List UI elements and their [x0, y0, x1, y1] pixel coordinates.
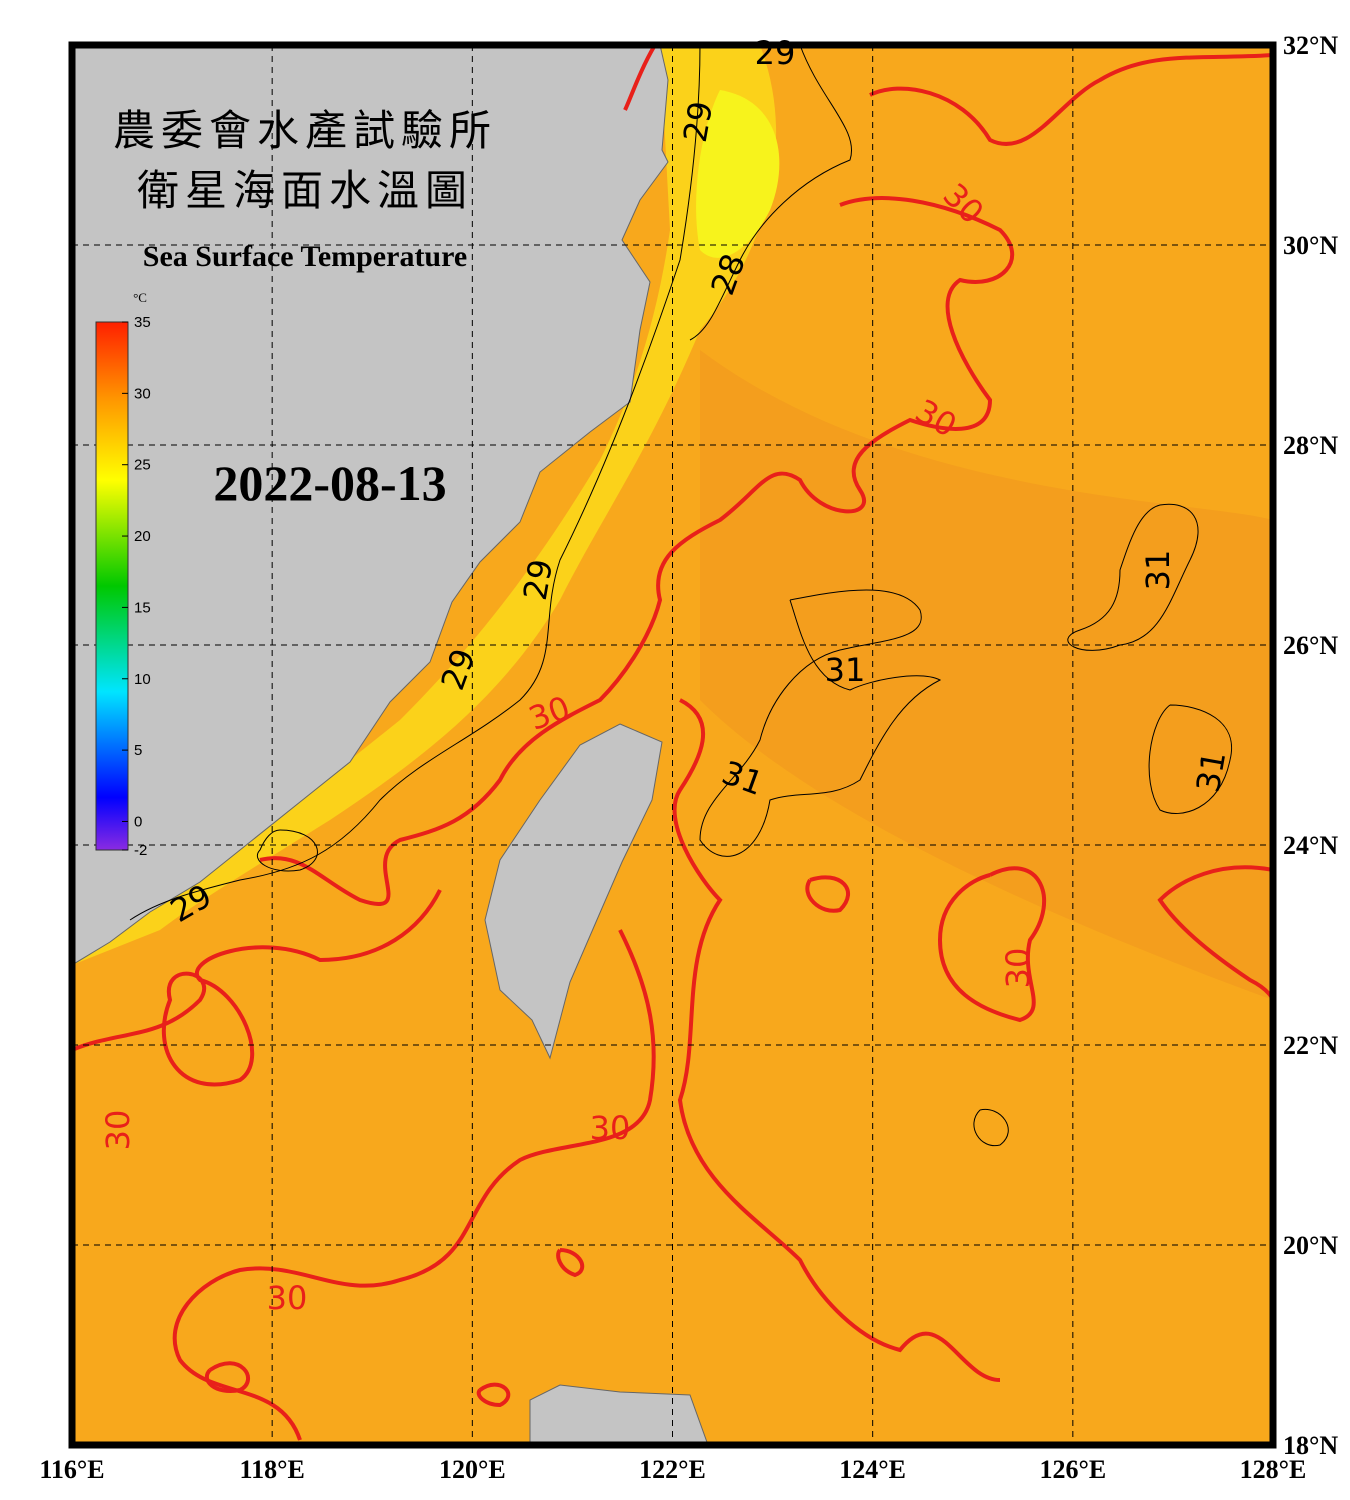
- contour-29: [129, 45, 701, 921]
- contour-label: 29: [755, 34, 796, 72]
- lon-tick-label: 128°E: [1240, 1455, 1307, 1484]
- contour-label: 29: [676, 98, 720, 145]
- lon-tick-label: 126°E: [1039, 1455, 1106, 1484]
- contour-label: 29: [516, 556, 560, 603]
- title-line: 衛星海面水溫圖: [137, 169, 473, 215]
- mainland: [72, 45, 669, 966]
- subtitle: Sea Surface Temperature: [143, 240, 467, 273]
- contour-30: [623, 45, 657, 111]
- map-frame: [68, 41, 1277, 1449]
- lat-tick-label: 26°N: [1283, 631, 1338, 660]
- contour-31: [699, 589, 942, 857]
- contour-30: [869, 53, 1273, 146]
- colorbar: [95, 321, 129, 851]
- contour-30: [672, 698, 1001, 1382]
- colorbar-unit: °C: [133, 290, 147, 305]
- colorbar-tick-label: 25: [134, 457, 151, 474]
- lat-tick-label: 22°N: [1283, 1031, 1338, 1060]
- colorbar-tick-label: 0: [134, 813, 142, 830]
- colorbar-tick-label: 20: [134, 528, 151, 545]
- contour-29: [257, 45, 852, 872]
- contour-31: [973, 503, 1233, 1147]
- lon-tick-label: 120°E: [439, 1455, 506, 1484]
- lon-tick-label: 122°E: [639, 1455, 706, 1484]
- contour-label: 30: [99, 1110, 137, 1151]
- contour-label: 30: [999, 948, 1037, 989]
- lat-tick-label: 18°N: [1283, 1431, 1338, 1460]
- contour-label: 31: [1139, 550, 1177, 591]
- lon-tick-label: 116°E: [39, 1455, 104, 1484]
- colorbar-tick-label: 5: [134, 742, 142, 759]
- date: 2022-08-13: [213, 455, 446, 511]
- contour-label: 30: [590, 1109, 631, 1147]
- lat-tick-label: 28°N: [1283, 431, 1338, 460]
- lat-tick-label: 20°N: [1283, 1231, 1338, 1260]
- luzon: [529, 1384, 709, 1445]
- contour-30: [1157, 865, 1273, 1001]
- contour-30: [204, 875, 850, 1408]
- colorbar-tick-label: 30: [134, 385, 151, 402]
- contour-30: [72, 889, 442, 1087]
- title-line: 農委會水產試驗所: [113, 108, 497, 155]
- lat-tick-label: 32°N: [1283, 31, 1338, 60]
- colorbar-tick-label: 15: [134, 599, 151, 616]
- contour-label: 31: [1189, 748, 1233, 795]
- colorbar-ticks: 35 30 25 20 15 10 5 0 -2: [122, 314, 151, 859]
- lat-tick-label: 30°N: [1283, 231, 1338, 260]
- contour-label: 30: [267, 1279, 308, 1317]
- contour-30: [259, 196, 1015, 907]
- contour-30: [172, 929, 656, 1441]
- colorbar-tick-label: -2: [134, 842, 147, 859]
- contour-label: 31: [825, 651, 866, 689]
- colorbar-tick-label: 35: [134, 314, 151, 331]
- taiwan: [484, 723, 663, 1060]
- lon-tick-label: 124°E: [839, 1455, 906, 1484]
- lat-tick-label: 24°N: [1283, 831, 1338, 860]
- contour-30: [937, 866, 1047, 1023]
- lon-tick-label: 118°E: [240, 1455, 305, 1484]
- colorbar-tick-label: 10: [134, 671, 151, 688]
